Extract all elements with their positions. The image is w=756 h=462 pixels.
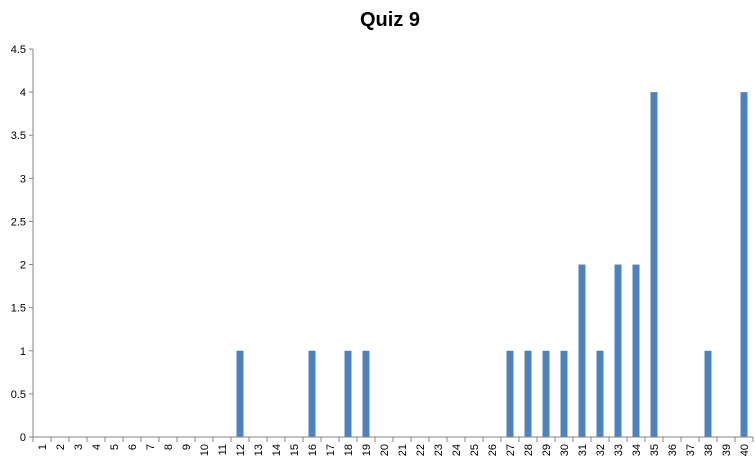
x-tick-label: 27 — [505, 444, 517, 456]
bars-group — [236, 92, 748, 437]
y-tick-label: 4.5 — [11, 44, 26, 56]
bar — [236, 350, 244, 437]
y-tick-label: 1 — [20, 346, 26, 358]
x-tick-label: 2 — [55, 444, 67, 450]
x-tick-label: 31 — [577, 444, 589, 456]
bar — [506, 350, 514, 437]
x-tick-label: 11 — [217, 444, 229, 455]
chart-title: Quiz 9 — [360, 9, 420, 31]
x-tick-label: 23 — [433, 444, 445, 456]
x-tick-label: 22 — [415, 444, 427, 456]
y-tick-label: 4 — [20, 87, 26, 99]
x-tick-label: 10 — [199, 444, 211, 456]
x-tick-label: 9 — [181, 444, 193, 450]
bar — [740, 92, 748, 437]
x-tick-label: 24 — [451, 444, 463, 456]
x-tick-label: 33 — [613, 444, 625, 456]
x-tick-label: 35 — [649, 444, 661, 456]
bar — [614, 264, 622, 437]
bar — [344, 350, 352, 437]
x-tick-label: 13 — [253, 444, 265, 456]
x-tick-label: 6 — [127, 444, 139, 450]
y-axis: 0 0.5 1 1.5 2 2.5 3 3.5 4 4.5 — [11, 44, 33, 444]
y-tick-label: 0.5 — [11, 389, 26, 401]
x-tick-label: 18 — [343, 444, 355, 456]
bar — [524, 350, 532, 437]
y-tick-label: 3.5 — [11, 130, 26, 142]
y-tick-label: 3 — [20, 173, 26, 185]
x-tick-label: 32 — [595, 444, 607, 456]
x-tick-label: 30 — [559, 444, 571, 456]
bar — [632, 264, 640, 437]
x-tick-label: 40 — [739, 444, 751, 456]
x-tick-label: 5 — [109, 444, 121, 450]
x-tick-label: 12 — [235, 444, 247, 456]
x-tick-label: 1 — [37, 444, 49, 450]
y-tick-label: 2.5 — [11, 216, 26, 228]
bar — [704, 350, 712, 437]
bar — [542, 350, 550, 437]
x-tick-label: 8 — [163, 444, 175, 450]
bar — [578, 264, 586, 437]
x-tick-label: 19 — [361, 444, 373, 456]
y-tick-label: 1.5 — [11, 303, 26, 315]
bar — [560, 350, 568, 437]
x-tick-label: 34 — [631, 444, 643, 456]
x-tick-label: 39 — [721, 444, 733, 456]
x-tick-label: 36 — [667, 444, 679, 456]
x-tick-label: 20 — [379, 444, 391, 456]
x-tick-label: 29 — [541, 444, 553, 456]
x-tick-label: 16 — [307, 444, 319, 456]
x-tick-label: 21 — [397, 444, 409, 456]
bar — [308, 350, 316, 437]
x-tick-label: 37 — [685, 444, 697, 456]
x-tick-label: 28 — [523, 444, 535, 456]
x-tick-label: 3 — [73, 444, 85, 450]
bar — [596, 350, 604, 437]
bar — [650, 92, 658, 437]
x-axis: 1 2 3 4 5 6 7 8 9 10 11 12 13 14 15 16 17 18 19 20 21 22 23 24 2… — [32, 437, 754, 456]
x-tick-label: 17 — [325, 444, 337, 456]
x-tick-label: 25 — [469, 444, 481, 456]
x-tick-label: 4 — [91, 444, 103, 450]
y-tick-label: 0 — [20, 432, 26, 444]
x-tick-label: 7 — [145, 444, 157, 450]
x-tick-label: 38 — [703, 444, 715, 456]
x-tick-label: 15 — [289, 444, 301, 456]
x-tick-label: 26 — [487, 444, 499, 456]
y-tick-label: 2 — [20, 260, 26, 272]
x-tick-label: 14 — [271, 444, 283, 456]
bar — [362, 350, 370, 437]
